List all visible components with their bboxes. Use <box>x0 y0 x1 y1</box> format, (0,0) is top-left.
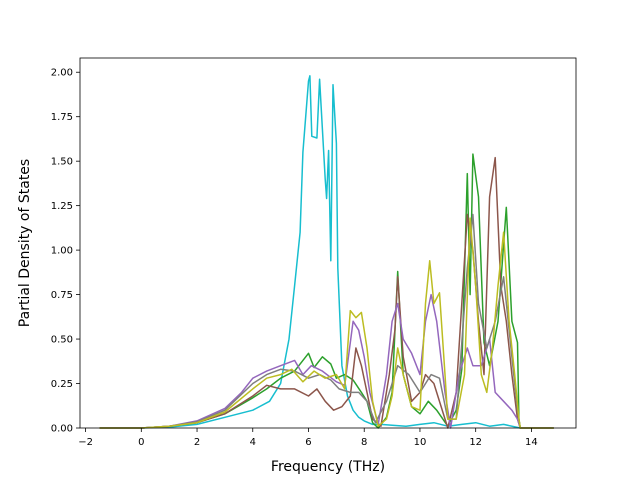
x-axis: −2 0 2 4 6 8 10 12 14 <box>78 428 538 448</box>
y-tick-label: 1.75 <box>51 112 73 123</box>
series-line-6 <box>99 217 554 429</box>
x-tick-label: −2 <box>78 437 93 448</box>
x-tick-label: 6 <box>305 437 311 448</box>
series-line-1 <box>99 75 554 429</box>
y-tick-label: 2.00 <box>51 68 73 79</box>
series-line-3 <box>99 156 554 429</box>
x-tick-label: 4 <box>250 437 256 448</box>
x-tick-label: 8 <box>361 437 367 448</box>
plot-lines <box>99 75 554 429</box>
y-tick-label: 0.00 <box>51 424 73 435</box>
x-tick-label: 14 <box>525 437 538 448</box>
plot-frame <box>79 57 577 429</box>
series-line-4 <box>99 293 554 429</box>
x-tick-label: 0 <box>138 437 144 448</box>
y-tick-label: 0.50 <box>51 335 73 346</box>
x-axis-label: Frequency (THz) <box>271 459 385 475</box>
y-tick-label: 0.75 <box>51 290 73 301</box>
y-tick-label: 0.25 <box>51 379 73 390</box>
x-tick-label: 12 <box>469 437 482 448</box>
y-tick-label: 1.50 <box>51 157 73 168</box>
y-axis-label: Partial Density of States <box>17 159 33 327</box>
x-tick-label: 10 <box>414 437 427 448</box>
y-axis: 0.00 0.25 0.50 0.75 1.00 1.25 1.50 1.75 2.00 <box>51 68 80 435</box>
y-tick-label: 1.25 <box>51 201 73 212</box>
y-tick-label: 1.00 <box>51 246 73 257</box>
x-tick-label: 2 <box>194 437 200 448</box>
series-line-5 <box>99 213 554 429</box>
